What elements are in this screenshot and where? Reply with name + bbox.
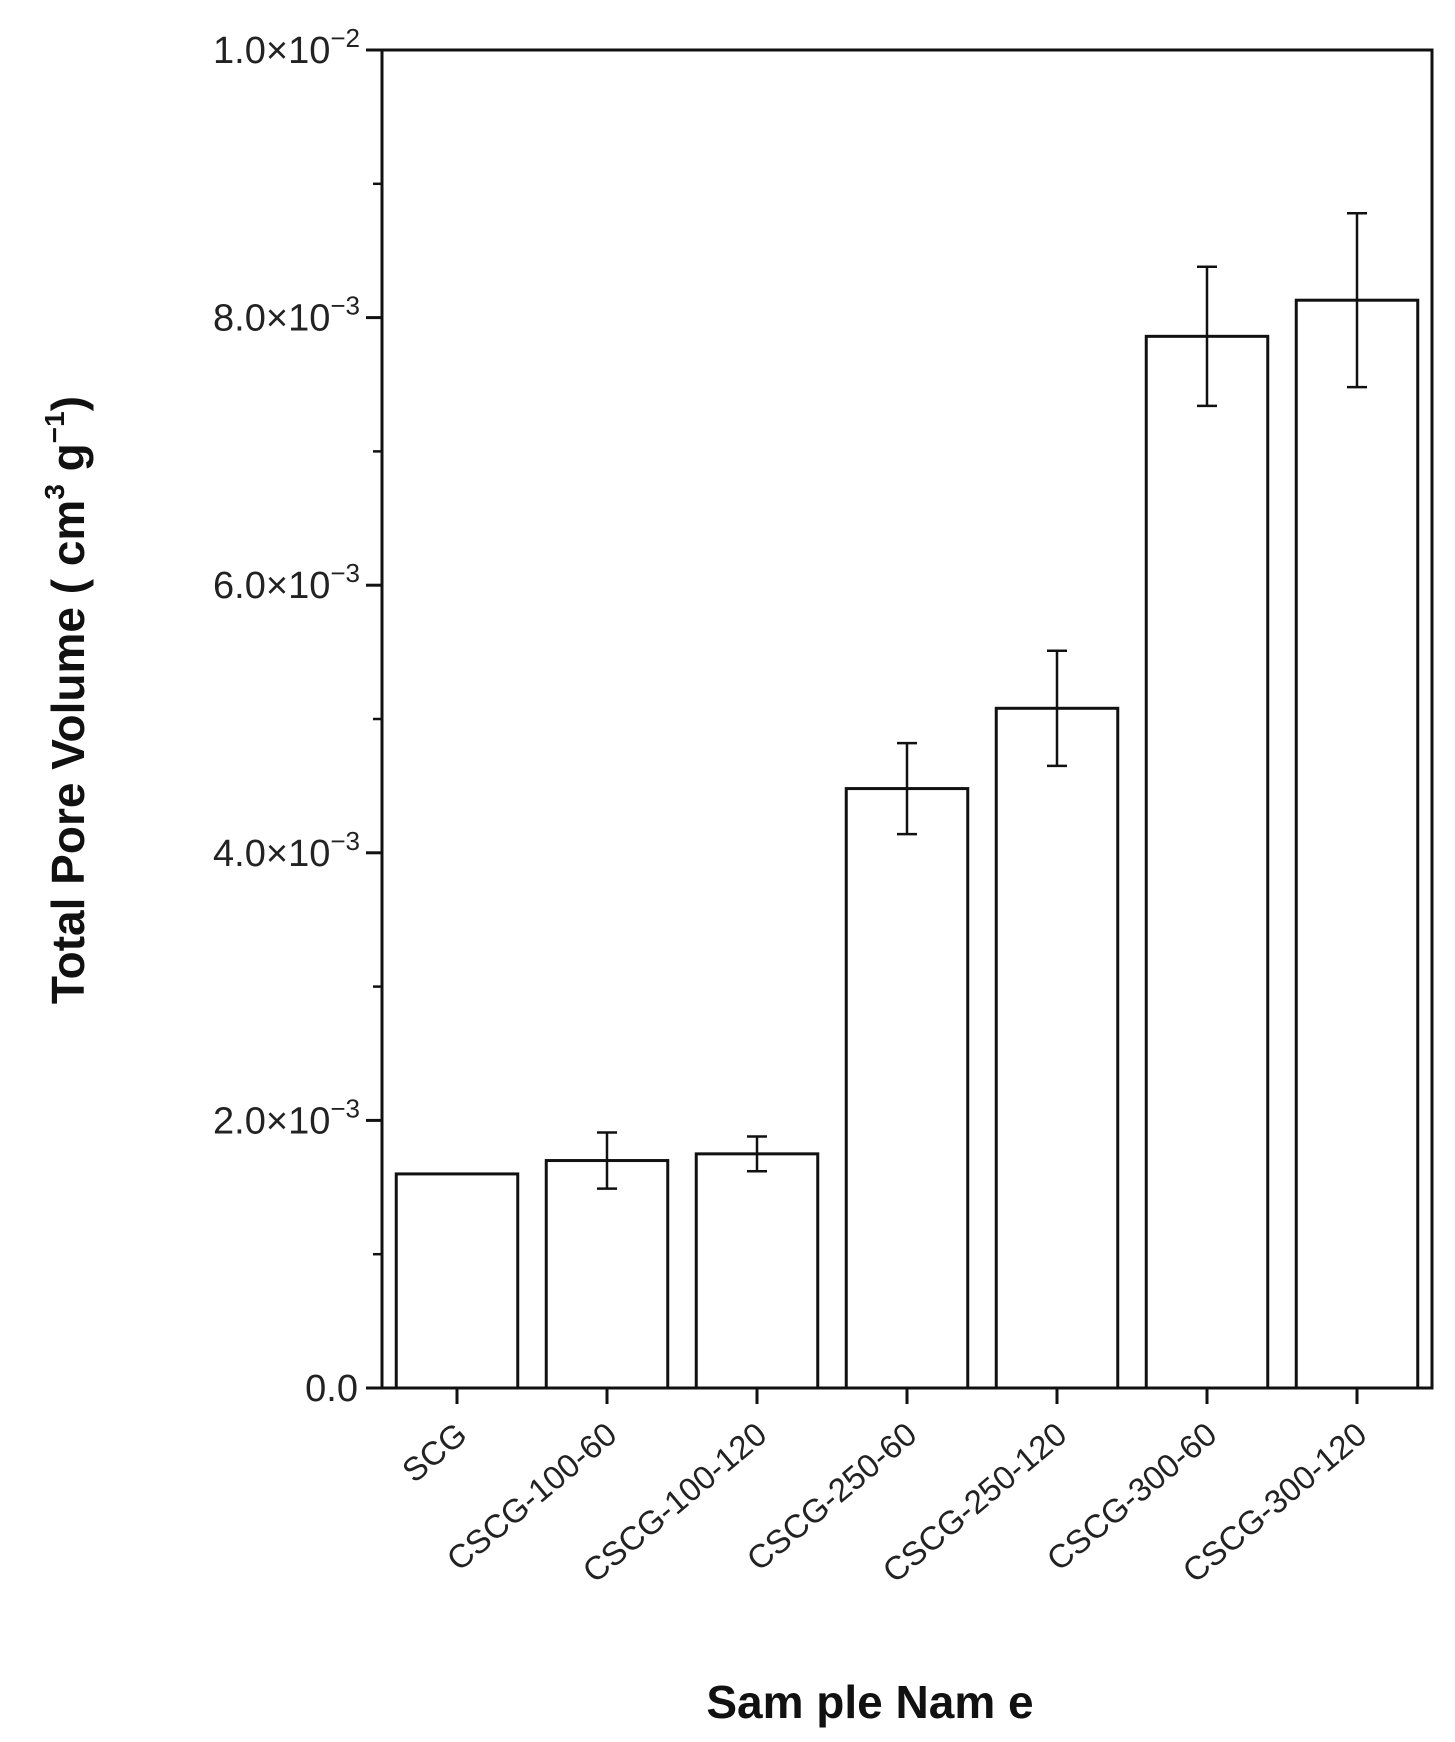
bar-scg [394,1172,520,1390]
error-bars-group [597,211,1367,1190]
y-tick-label: 4.0×10−3 [213,826,360,875]
x-tick-label-scg: SCG [395,1415,474,1489]
bars-group [394,298,1420,1390]
x-axis-ticks: SCGCSCG-100-60CSCG-100-120CSCG-250-60CSC… [395,1388,1373,1590]
y-tick-label: 0.0 [305,1368,358,1410]
y-axis-title-sup2: −1 [39,411,70,443]
y-axis-title-main: Total Pore Volume ( cm [42,500,94,1004]
bar-cscg-250-60 [844,787,970,1390]
y-axis-title: Total Pore Volume ( cm3 g−1) [39,396,94,1004]
y-axis-title-sup1: 3 [39,484,70,500]
y-axis-ticks: 0.0 2.0×10−3 4.0×10−3 6.0×10−3 8.0×10−3 1.0×1… [213,23,382,1410]
y-tick-label: 8.0×10−3 [213,291,360,340]
bar-cscg-300-120 [1294,298,1420,1390]
x-axis-title: Sam ple Nam e [706,1676,1033,1728]
bar-cscg-100-60 [544,1159,670,1390]
bar-cscg-300-60 [1144,334,1270,1390]
y-tick-label: 6.0×10−3 [213,558,360,607]
y-axis-title-end: ) [42,396,94,411]
y-tick-label: 1.0×10−2 [213,23,360,72]
bar-cscg-250-120 [994,706,1120,1390]
bar-cscg-100-120 [694,1152,820,1390]
y-tick-label: 2.0×10−3 [213,1093,360,1142]
y-axis-title-mid: g [42,443,94,484]
